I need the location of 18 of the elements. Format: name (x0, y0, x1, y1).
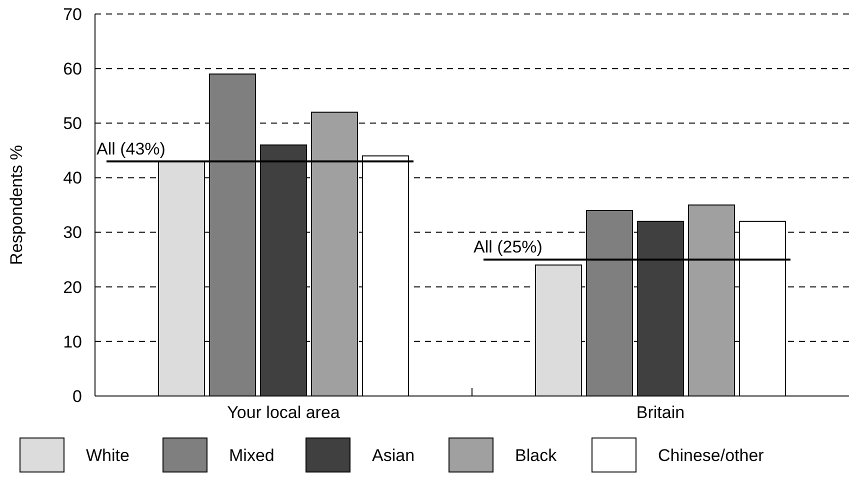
x-tick-label: Your local area (227, 403, 340, 422)
y-tick-label: 50 (63, 114, 82, 134)
y-tick-label: 20 (63, 278, 82, 297)
ref-line-label: All (43%) (96, 139, 166, 158)
y-tick-label: 0 (72, 386, 82, 406)
x-tick-label: Britain (636, 403, 685, 422)
legend-label: White (86, 446, 130, 465)
y-tick-label: 10 (63, 332, 82, 352)
y-tick-label: 40 (63, 168, 82, 188)
y-axis-title: Respondents % (7, 144, 26, 266)
legend-label: Asian (372, 446, 415, 465)
y-tick-label: 30 (63, 223, 82, 242)
y-tick-label: 70 (63, 4, 82, 24)
legend-label: Black (515, 446, 558, 465)
legend-label: Chinese/other (658, 446, 764, 465)
y-tick-label: 60 (63, 60, 82, 79)
legend-label: Mixed (229, 446, 274, 465)
ref-line-label: All (25%) (474, 238, 542, 257)
